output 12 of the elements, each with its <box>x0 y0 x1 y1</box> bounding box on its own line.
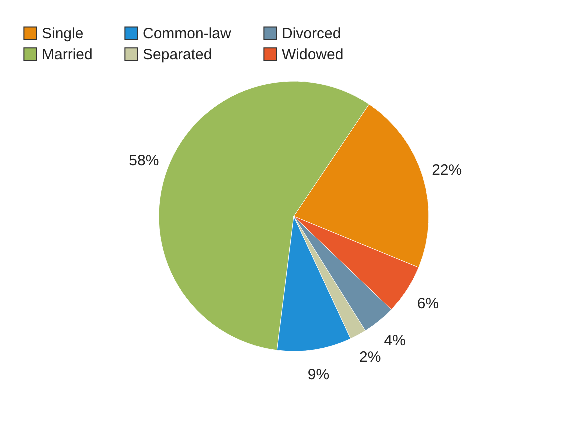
legend-label: Separated <box>143 46 212 64</box>
data-label: 4% <box>384 332 406 350</box>
data-label: 6% <box>417 296 440 313</box>
legend-label: Divorced <box>282 26 342 43</box>
data-label: 22% <box>432 162 462 179</box>
data-label: 58% <box>129 152 160 170</box>
data-label: 9% <box>308 366 330 384</box>
legend-label: Widowed <box>282 46 344 64</box>
legend-label: Single <box>42 26 84 43</box>
data-label: 2% <box>359 349 382 366</box>
legend-label: Common-law <box>143 26 232 43</box>
legend-label: Married <box>42 46 93 64</box>
